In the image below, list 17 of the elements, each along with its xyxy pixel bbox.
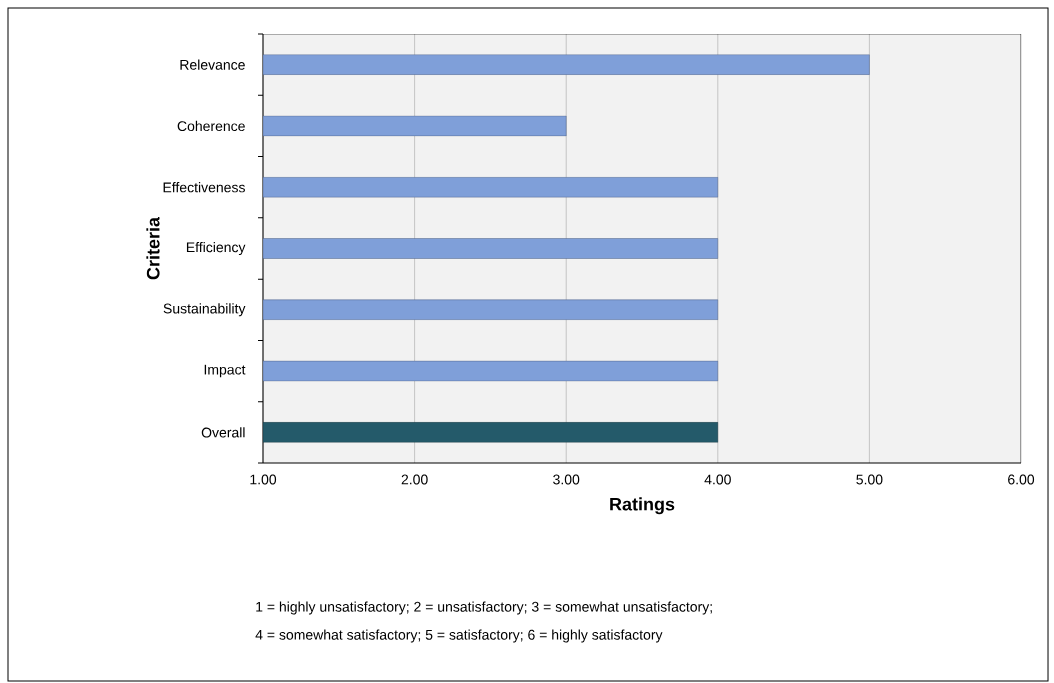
text: 4 = somewhat satisfactory; 5 = satisfactory; 6 = highly satisfactory: [255, 629, 663, 643]
y-tick-label: Relevance: [180, 59, 245, 70]
x-axis-title: Ratings: [610, 497, 675, 515]
x-tick-label: 3.00: [553, 474, 580, 485]
y-axis-title: Criteria: [146, 216, 160, 280]
x-tick-label: 2.00: [401, 474, 428, 485]
y-tick-label: Overall: [201, 427, 245, 438]
x-tick-label: 6.00: [1008, 474, 1035, 485]
y-tick-label: Sustainability: [163, 303, 246, 317]
y-tick-label: Effectiveness: [163, 182, 245, 193]
y-tick-label: Impact: [204, 364, 246, 378]
y-tick-label: Coherence: [177, 120, 245, 132]
x-tick-label: 1.00: [250, 474, 277, 485]
y-tick-label: Efficiency: [186, 241, 246, 256]
x-tick-label: 5.00: [856, 474, 883, 485]
text: 1 = highly unsatisfactory; 2 = unsatisfactory; 3 = somewhat unsatisfactory;: [256, 601, 712, 615]
x-tick-label: 4.00: [704, 474, 731, 485]
